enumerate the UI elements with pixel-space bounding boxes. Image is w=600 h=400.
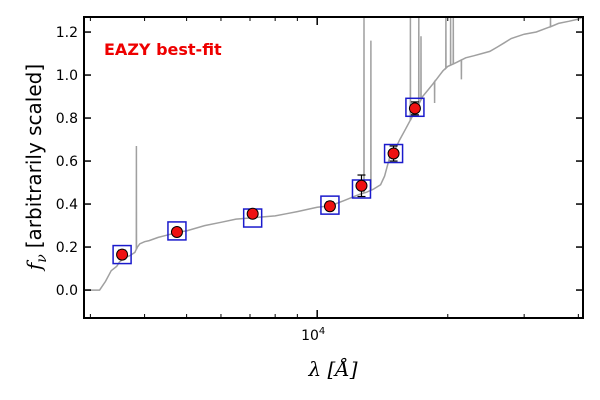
x-axis-label: λ [Å]: [307, 356, 357, 381]
photometry-point-4: [355, 179, 368, 192]
x-tick-label-exponent-0: 4: [319, 326, 325, 337]
y-axis-text: [arbitrarily scaled]: [22, 64, 46, 248]
model-flux-box-0: [112, 244, 132, 265]
y-tick-label-2: 0.4: [56, 197, 78, 213]
model-flux-box-3: [320, 195, 340, 215]
model-flux-box-6: [405, 97, 425, 118]
photometry-point-3: [323, 200, 336, 213]
y-tick-label-6: 1.2: [56, 25, 78, 41]
y-tick-label-4: 0.8: [56, 111, 78, 127]
y-tick-label-1: 0.2: [56, 240, 78, 256]
annotation-label: EAZY best-fit: [104, 40, 222, 59]
plot-layer: [84, 16, 584, 291]
plot-frame: [83, 16, 584, 319]
y-tick-label-3: 0.6: [56, 154, 78, 170]
photometry-point-0: [116, 248, 129, 261]
y-tick-label-0: 0.0: [56, 283, 78, 299]
y-axis-subscript: ν: [34, 254, 50, 263]
photometry-point-6: [408, 102, 421, 115]
photometry-point-5: [387, 147, 400, 160]
model-flux-box-1: [167, 221, 187, 241]
photometry-point-2: [246, 207, 259, 220]
template-sed-line: [84, 16, 584, 291]
y-axis-label: fν[arbitrarily scaled]: [22, 64, 50, 272]
y-tick-label-5: 1.0: [56, 68, 78, 84]
model-flux-box-5: [383, 143, 404, 164]
photometry-point-1: [170, 226, 183, 238]
